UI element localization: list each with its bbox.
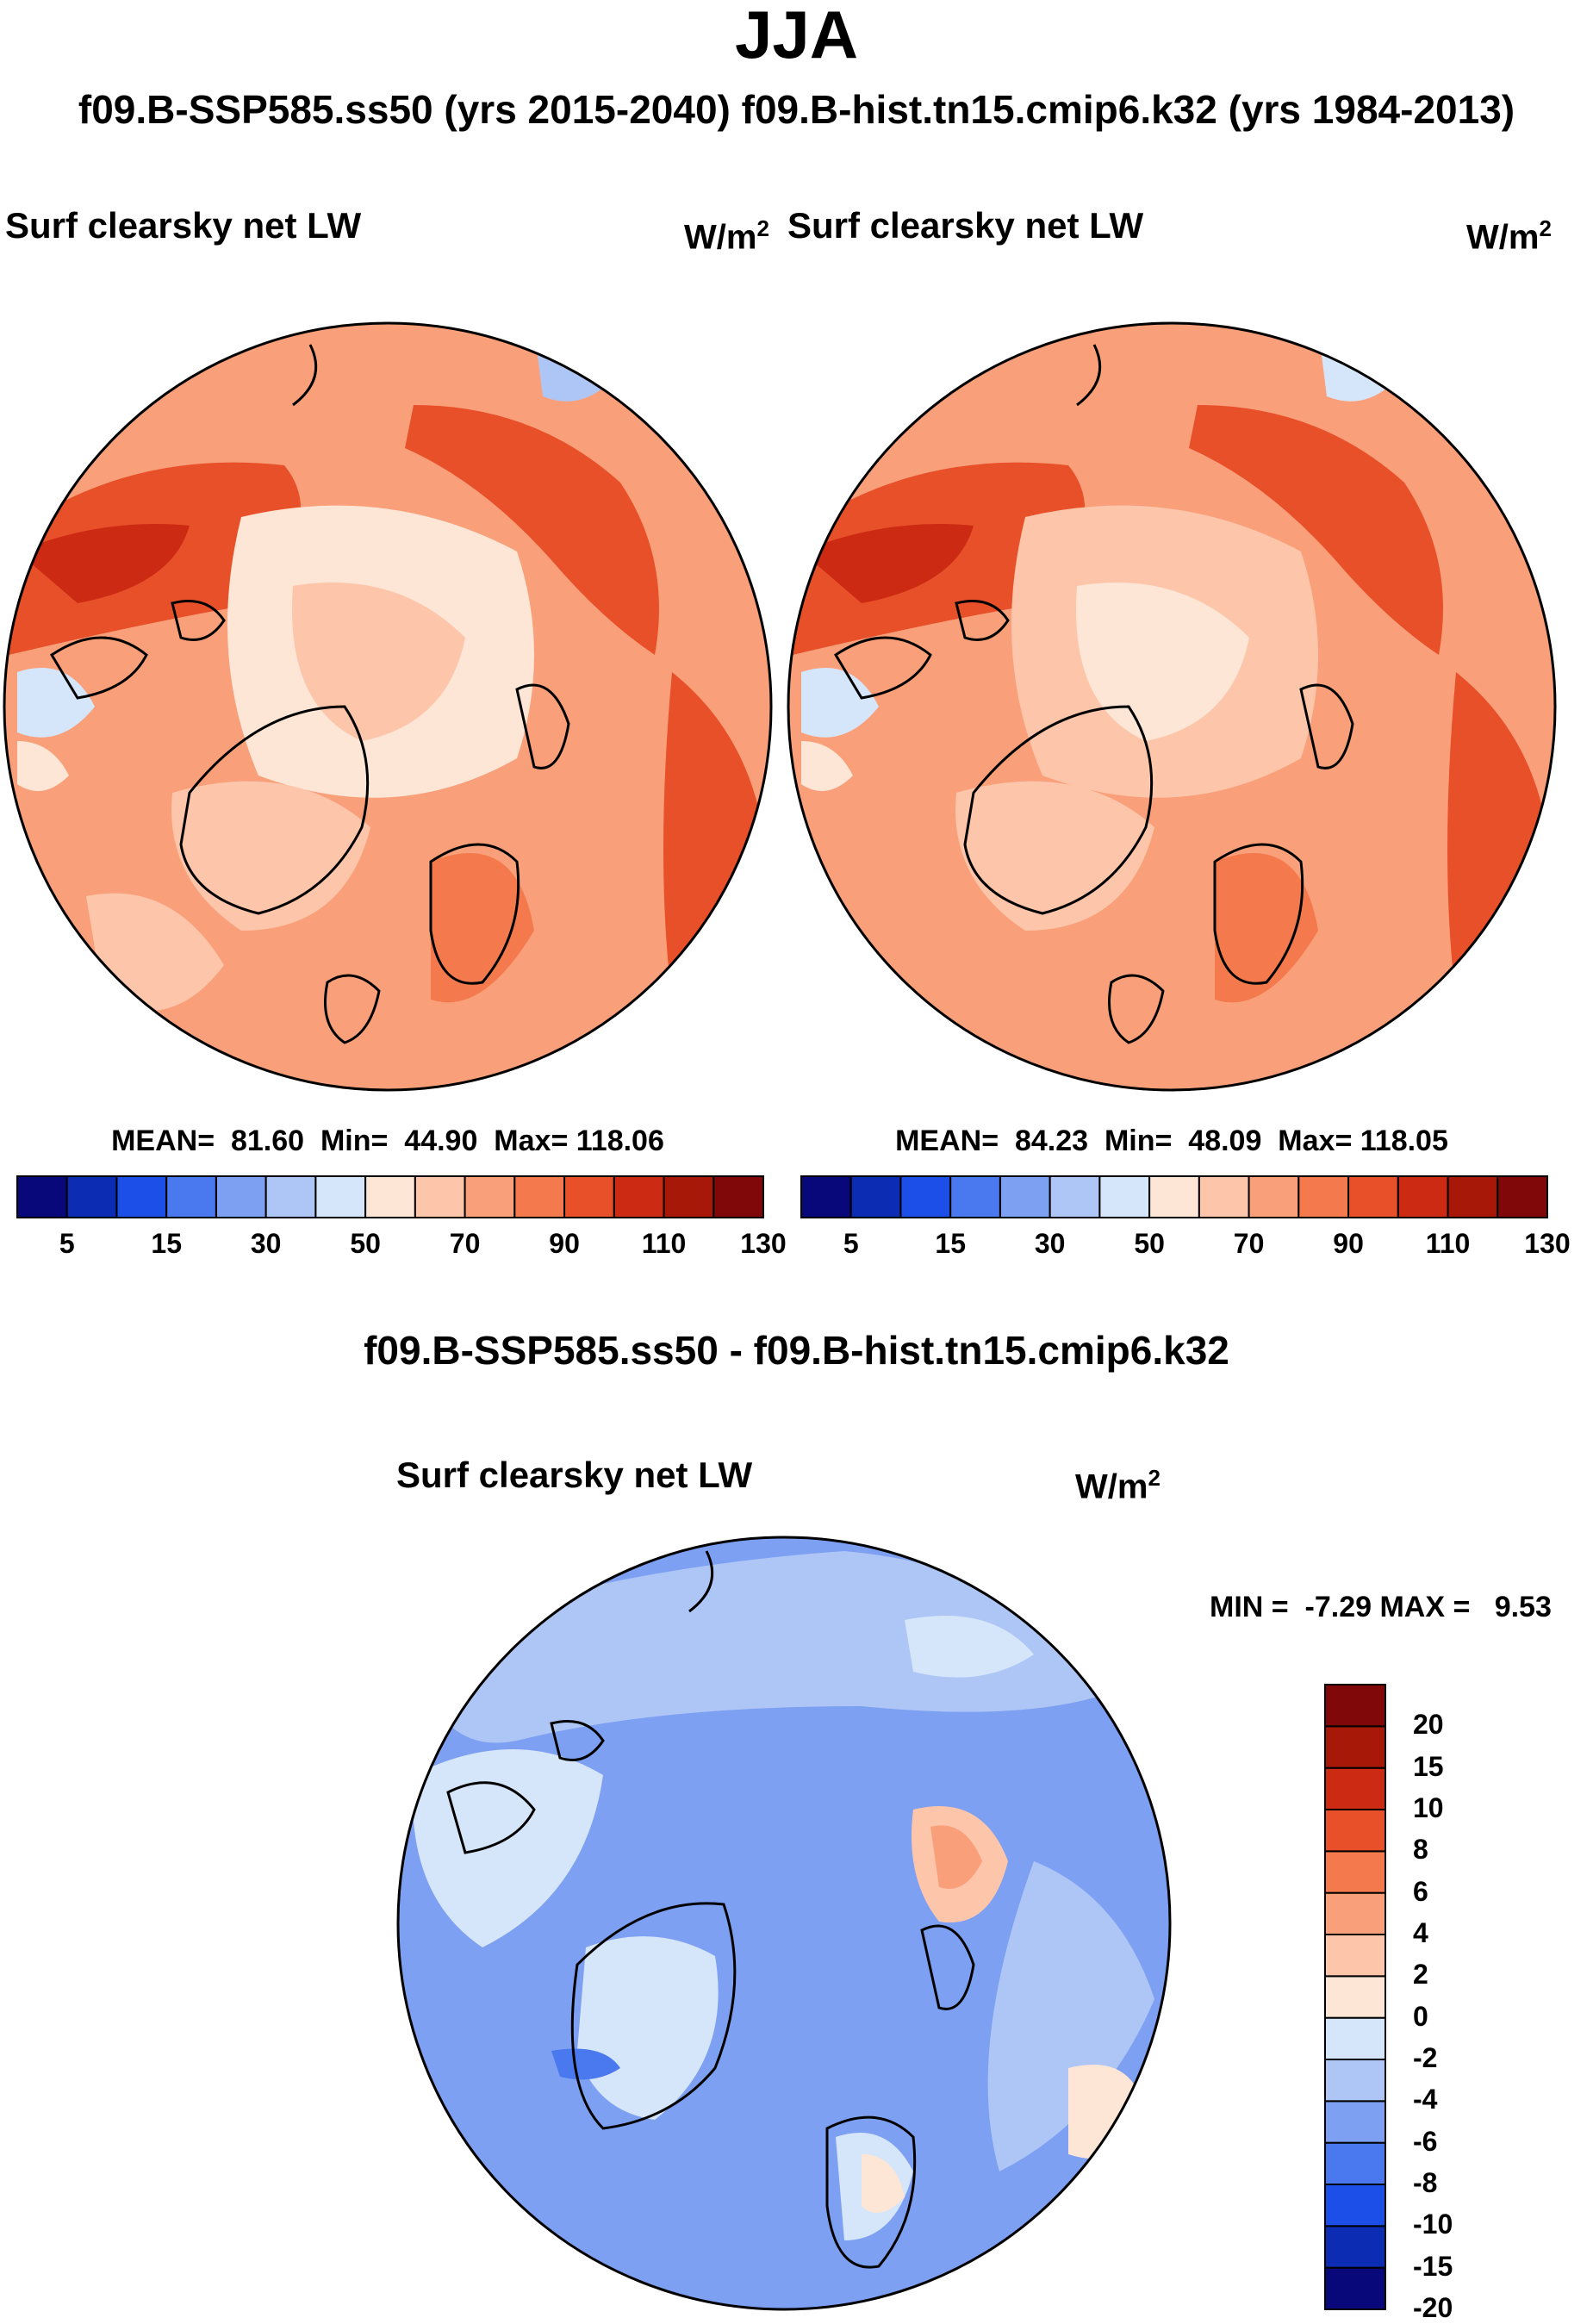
colorbar-2-tick-label: 130	[1524, 1228, 1571, 1259]
colorbar-3-tick-label: 15	[1413, 1750, 1444, 1782]
colorbar-1-tick-label: 15	[151, 1228, 182, 1259]
colorbar-3-tick-label: 2	[1413, 1959, 1428, 1991]
colorbar-1-swatch	[563, 1175, 615, 1218]
colorbar-2-swatch	[1397, 1175, 1449, 1218]
colorbar-1-swatch	[712, 1175, 765, 1218]
panel-2-title: Surf clearsky net LW	[787, 205, 1144, 246]
colorbar-3-swatch	[1324, 1809, 1386, 1853]
difference-title: f09.B-SSP585.ss50 - f09.B-hist.tn15.cmip…	[364, 1328, 1229, 1373]
colorbar-3-tick-label: -15	[1413, 2250, 1453, 2282]
colorbar-1-swatch	[264, 1175, 317, 1218]
colorbar-1-swatch	[115, 1175, 168, 1218]
colorbar-3-tick-label: -6	[1413, 2125, 1438, 2157]
colorbar-panel-1	[16, 1175, 765, 1218]
colorbar-2-swatch	[1347, 1175, 1399, 1218]
diff-panel-units: W/m2	[1075, 1465, 1161, 1506]
colorbar-1-swatch	[65, 1175, 118, 1218]
colorbar-2-tick-label: 50	[1134, 1228, 1165, 1259]
colorbar-2-tick-label: 70	[1233, 1228, 1265, 1259]
colorbar-2-swatch	[1447, 1175, 1499, 1218]
colorbar-3-tick-label: 0	[1413, 2000, 1428, 2032]
colorbar-3-swatch	[1324, 1725, 1386, 1769]
colorbar-1-tick-label: 30	[250, 1228, 282, 1259]
colorbar-3-swatch	[1324, 2016, 1386, 2061]
colorbar-2-swatch	[899, 1175, 952, 1218]
colorbar-1-tick-label: 5	[59, 1228, 75, 1259]
colorbar-3-tick-label: 8	[1413, 1834, 1428, 1866]
colorbar-2-tick-label: 5	[843, 1228, 859, 1259]
colorbar-1-tick-label: 110	[641, 1228, 687, 1259]
colorbar-2-swatch	[1297, 1175, 1350, 1218]
colorbar-3-swatch	[1324, 1850, 1386, 1894]
colorbar-1-swatch	[414, 1175, 466, 1218]
colorbar-2-tick-label: 110	[1425, 1228, 1471, 1259]
colorbar-1-swatch	[364, 1175, 416, 1218]
panel-2-stats: MEAN= 84.23 Min= 48.09 Max= 118.05	[895, 1125, 1448, 1157]
colorbar-3-tick-label: -20	[1413, 2292, 1453, 2323]
colorbar-2-swatch	[800, 1175, 852, 1218]
colorbar-1-tick-label: 130	[740, 1228, 787, 1259]
colorbar-3-tick-label: 10	[1413, 1792, 1444, 1823]
colorbar-2-swatch	[1148, 1175, 1200, 1218]
figure-subtitle: f09.B-SSP585.ss50 (yrs 2015-2040) f09.B-…	[78, 87, 1515, 132]
colorbar-1-tick-label: 70	[449, 1228, 481, 1259]
colorbar-3-tick-label: -10	[1413, 2209, 1453, 2240]
colorbar-3-swatch	[1324, 2059, 1386, 2103]
colorbar-3-swatch	[1324, 2225, 1386, 2269]
colorbar-difference	[1324, 1684, 1386, 2310]
colorbar-3-tick-label: -2	[1413, 2042, 1438, 2073]
colorbar-3-tick-label: -8	[1413, 2167, 1438, 2198]
colorbar-3-swatch	[1324, 1684, 1386, 1728]
colorbar-3-swatch	[1324, 1934, 1386, 1978]
colorbar-panel-2	[800, 1175, 1549, 1218]
colorbar-3-swatch	[1324, 2141, 1386, 2185]
panel-2-units: W/m2	[1466, 215, 1552, 257]
colorbar-2-tick-label: 15	[935, 1228, 966, 1259]
colorbar-3-swatch	[1324, 2100, 1386, 2144]
panel-1-units: W/m2	[684, 215, 769, 257]
colorbar-3-tick-label: 4	[1413, 1917, 1428, 1948]
colorbar-2-tick-label: 30	[1034, 1228, 1066, 1259]
colorbar-1-swatch	[165, 1175, 217, 1218]
panel-1-stats: MEAN= 81.60 Min= 44.90 Max= 118.06	[111, 1125, 664, 1157]
colorbar-3-tick-label: 6	[1413, 1875, 1428, 1907]
diff-panel-title: Surf clearsky net LW	[396, 1455, 753, 1495]
colorbar-2-swatch	[1497, 1175, 1549, 1218]
diff-panel-stats: MIN = -7.29 MAX = 9.53	[1210, 1591, 1552, 1623]
colorbar-2-swatch	[1198, 1175, 1250, 1218]
colorbar-3-swatch	[1324, 1975, 1386, 2019]
colorbar-1-tick-label: 50	[350, 1228, 381, 1259]
colorbar-3-tick-label: 20	[1413, 1709, 1444, 1741]
colorbar-3-swatch	[1324, 1891, 1386, 1935]
colorbar-3-swatch	[1324, 2184, 1386, 2227]
panel-1-title: Surf clearsky net LW	[5, 205, 362, 246]
colorbar-2-swatch	[1049, 1175, 1101, 1218]
colorbar-1-tick-label: 90	[549, 1228, 580, 1259]
colorbar-2-swatch	[949, 1175, 1001, 1218]
colorbar-2-tick-label: 90	[1333, 1228, 1364, 1259]
colorbar-3-swatch	[1324, 1766, 1386, 1810]
colorbar-1-swatch	[464, 1175, 516, 1218]
figure-title: JJA	[734, 0, 859, 72]
colorbar-3-tick-label: -4	[1413, 2084, 1438, 2115]
colorbar-3-swatch	[1324, 2266, 1386, 2310]
